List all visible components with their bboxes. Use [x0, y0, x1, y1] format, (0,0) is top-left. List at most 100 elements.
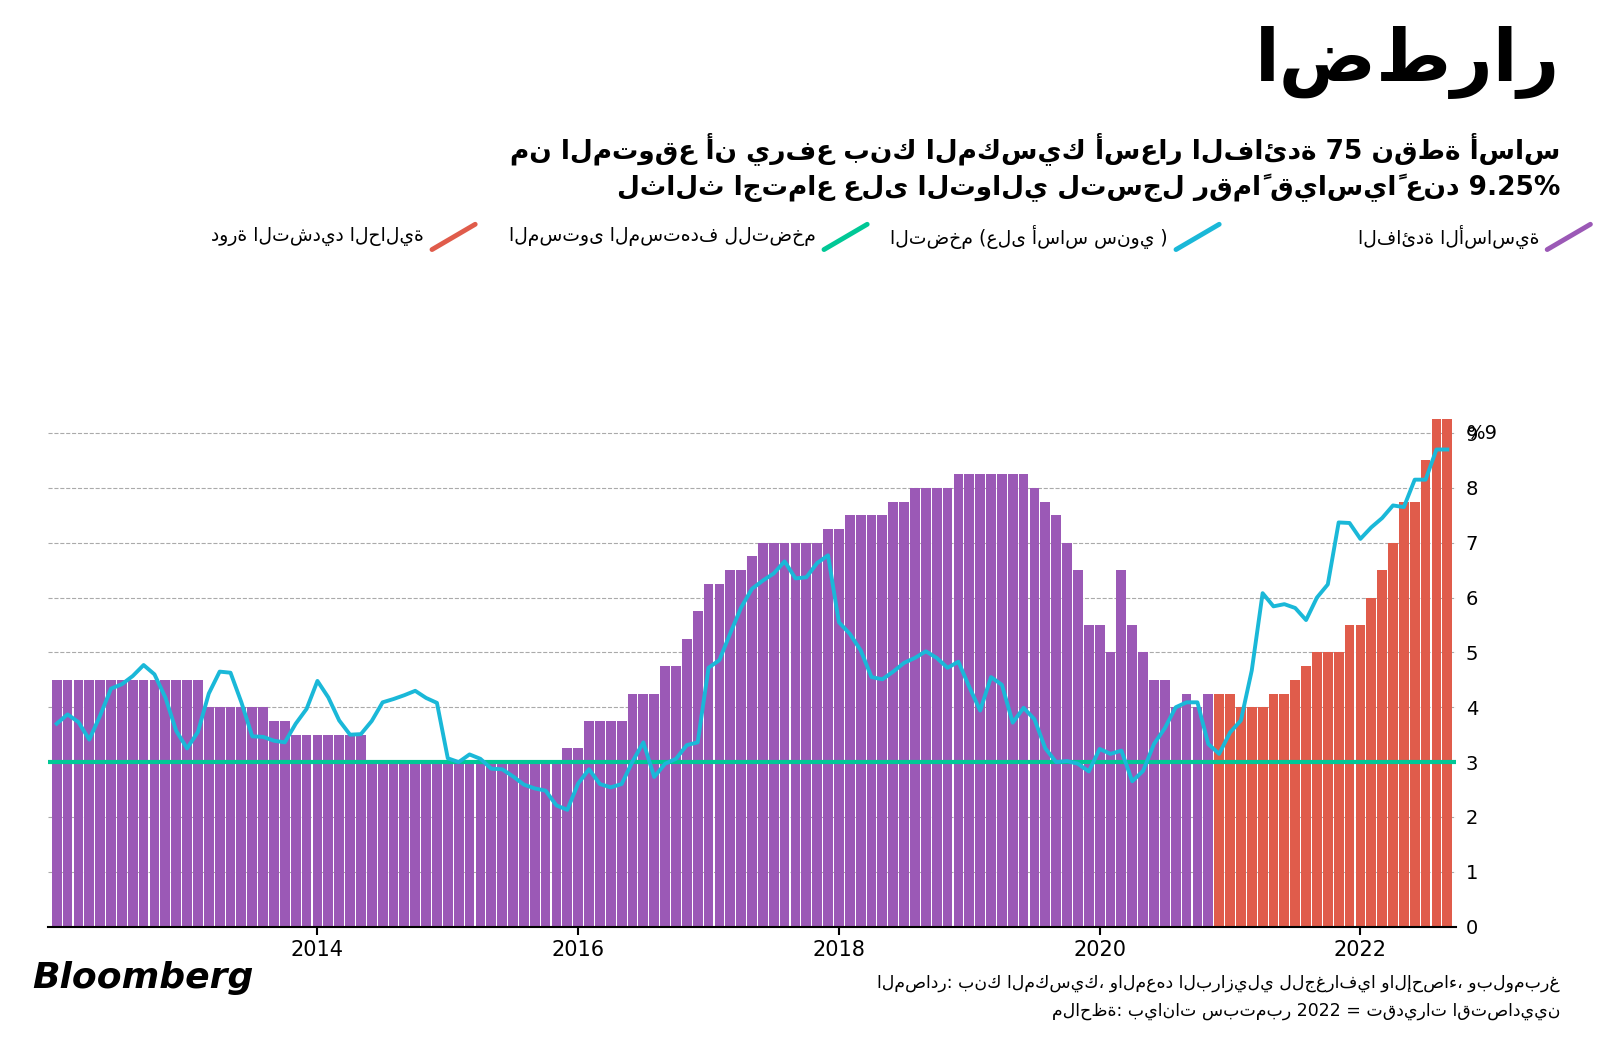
Bar: [802, 542, 811, 927]
Bar: [410, 762, 421, 927]
Bar: [74, 680, 83, 927]
Bar: [1160, 680, 1170, 927]
Bar: [779, 542, 789, 927]
Text: %9: %9: [1467, 423, 1498, 442]
Bar: [834, 529, 843, 927]
Bar: [770, 542, 779, 927]
Bar: [443, 762, 453, 927]
Bar: [976, 474, 986, 927]
Bar: [117, 680, 126, 927]
Bar: [96, 680, 106, 927]
Bar: [693, 612, 702, 927]
Bar: [1246, 708, 1256, 927]
Bar: [704, 583, 714, 927]
Bar: [85, 680, 94, 927]
Bar: [606, 721, 616, 927]
Bar: [541, 762, 550, 927]
Bar: [1117, 570, 1126, 927]
Bar: [291, 735, 301, 927]
Bar: [725, 570, 734, 927]
Bar: [813, 542, 822, 927]
Bar: [139, 680, 149, 927]
Text: Bloomberg: Bloomberg: [32, 961, 253, 995]
Bar: [389, 762, 398, 927]
Bar: [790, 542, 800, 927]
Bar: [1106, 653, 1115, 927]
Bar: [269, 721, 278, 927]
Bar: [530, 762, 539, 927]
Bar: [248, 708, 258, 927]
Bar: [888, 501, 898, 927]
Bar: [464, 762, 475, 927]
Bar: [1410, 501, 1419, 927]
Text: الفائدة الأساسية: الفائدة الأساسية: [1358, 225, 1539, 249]
Bar: [1029, 488, 1040, 927]
Bar: [518, 762, 528, 927]
Bar: [400, 762, 410, 927]
Bar: [867, 515, 877, 927]
Bar: [1235, 708, 1246, 927]
Bar: [454, 762, 464, 927]
Bar: [584, 721, 594, 927]
Bar: [1421, 460, 1430, 927]
Bar: [258, 708, 267, 927]
Bar: [203, 708, 214, 927]
Bar: [877, 515, 888, 927]
Bar: [1040, 501, 1050, 927]
Bar: [128, 680, 138, 927]
Bar: [1312, 653, 1322, 927]
Bar: [856, 515, 866, 927]
Text: التضخم (على أساس سنوي ): التضخم (على أساس سنوي ): [890, 225, 1168, 249]
Bar: [1149, 680, 1158, 927]
Bar: [682, 639, 691, 927]
Bar: [899, 501, 909, 927]
Bar: [1398, 501, 1408, 927]
Bar: [432, 762, 442, 927]
Bar: [627, 694, 637, 927]
Bar: [1203, 694, 1213, 927]
Bar: [670, 667, 682, 927]
Bar: [1192, 708, 1202, 927]
Bar: [62, 680, 72, 927]
Bar: [237, 708, 246, 927]
Bar: [1290, 680, 1301, 927]
Bar: [1062, 542, 1072, 927]
Bar: [758, 542, 768, 927]
Text: دورة التشديد الحالية: دورة التشديد الحالية: [211, 227, 424, 246]
Bar: [1182, 694, 1192, 927]
Bar: [355, 735, 366, 927]
Bar: [214, 708, 224, 927]
Bar: [106, 680, 115, 927]
Bar: [573, 749, 582, 927]
Bar: [1432, 419, 1442, 927]
Bar: [1443, 419, 1453, 927]
Bar: [1269, 694, 1278, 927]
Bar: [715, 583, 725, 927]
Bar: [486, 762, 496, 927]
Bar: [736, 570, 746, 927]
Bar: [1378, 570, 1387, 927]
Bar: [312, 735, 322, 927]
Bar: [226, 708, 235, 927]
Bar: [1051, 515, 1061, 927]
Bar: [475, 762, 485, 927]
Bar: [910, 488, 920, 927]
Bar: [1280, 694, 1290, 927]
Bar: [595, 721, 605, 927]
Bar: [149, 680, 160, 927]
Bar: [931, 488, 941, 927]
Text: اضطرار: اضطرار: [1254, 26, 1560, 99]
Bar: [942, 488, 952, 927]
Bar: [280, 721, 290, 927]
Bar: [1366, 597, 1376, 927]
Bar: [1008, 474, 1018, 927]
Text: لثالث اجتماع على التوالي لتسجل رقماً قياسياً عند 9.25%: لثالث اجتماع على التوالي لتسجل رقماً قيا…: [616, 174, 1560, 202]
Bar: [194, 680, 203, 927]
Bar: [747, 556, 757, 927]
Bar: [845, 515, 854, 927]
Text: ملاحظة: بيانات سبتمبر 2022 = تقديرات اقتصاديين: ملاحظة: بيانات سبتمبر 2022 = تقديرات اقت…: [1051, 1002, 1560, 1020]
Text: من المتوقع أن يرفع بنك المكسيك أسعار الفائدة 75 نقطة أساس: من المتوقع أن يرفع بنك المكسيك أسعار الف…: [510, 132, 1560, 164]
Bar: [378, 762, 387, 927]
Bar: [1214, 694, 1224, 927]
Bar: [638, 694, 648, 927]
